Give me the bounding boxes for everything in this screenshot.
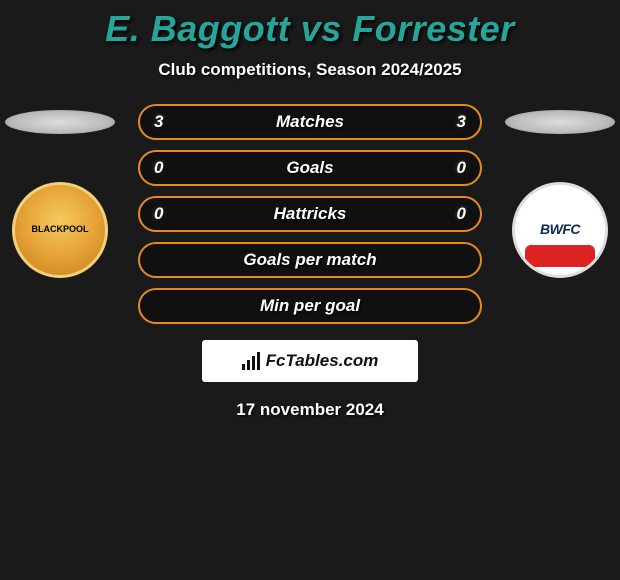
stat-row: 3 Matches 3 — [138, 104, 482, 140]
club-logo-right-label: BWFC — [540, 222, 580, 237]
stat-left-value: 0 — [154, 158, 178, 178]
stat-right-value: 0 — [442, 204, 466, 224]
stat-row: Goals per match — [138, 242, 482, 278]
player-silhouette-left — [5, 110, 115, 134]
brand-text: FcTables.com — [266, 351, 379, 371]
stat-label: Matches — [276, 112, 344, 132]
club-logo-left-label: BLACKPOOL — [32, 225, 89, 235]
stat-left-value: 3 — [154, 112, 178, 132]
stat-label: Goals — [286, 158, 333, 178]
stat-left-value: 0 — [154, 204, 178, 224]
stat-right-value: 3 — [442, 112, 466, 132]
infographic-root: E. Baggott vs Forrester Club competition… — [0, 0, 620, 420]
stat-row: 0 Goals 0 — [138, 150, 482, 186]
stat-label: Hattricks — [274, 204, 347, 224]
club-logo-left: BLACKPOOL — [12, 182, 108, 278]
subtitle: Club competitions, Season 2024/2025 — [0, 60, 620, 80]
bar-chart-icon — [242, 352, 260, 370]
stats-table: 3 Matches 3 0 Goals 0 0 Hattricks 0 Goal… — [138, 104, 482, 324]
left-player-col: BLACKPOOL — [0, 104, 120, 278]
stat-label: Goals per match — [243, 250, 376, 270]
right-player-col: BWFC — [500, 104, 620, 278]
stat-label: Min per goal — [260, 296, 360, 316]
club-logo-right: BWFC — [512, 182, 608, 278]
stat-row: Min per goal — [138, 288, 482, 324]
stat-row: 0 Hattricks 0 — [138, 196, 482, 232]
comparison-area: BLACKPOOL 3 Matches 3 0 Goals 0 0 Hattri… — [0, 104, 620, 324]
date-line: 17 november 2024 — [0, 400, 620, 420]
stat-right-value: 0 — [442, 158, 466, 178]
page-title: E. Baggott vs Forrester — [0, 8, 620, 50]
player-silhouette-right — [505, 110, 615, 134]
brand-badge: FcTables.com — [202, 340, 418, 382]
